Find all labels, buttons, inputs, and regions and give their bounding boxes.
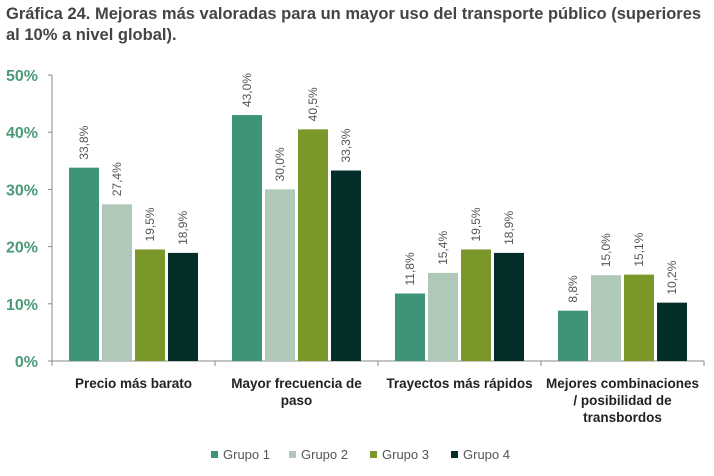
data-label: 43,0% (240, 73, 254, 107)
legend-label: Grupo 4 (463, 447, 510, 462)
legend-label: Grupo 3 (382, 447, 429, 462)
data-label: 30,0% (273, 147, 287, 181)
x-category-label: / posibilidad de (573, 393, 672, 408)
y-tick-label: 0% (15, 354, 38, 371)
x-category-label: Mayor frecuencia de (231, 376, 362, 391)
bar (265, 189, 295, 361)
x-category-label: Mejores combinaciones (546, 376, 699, 391)
data-label: 11,8% (403, 252, 417, 285)
legend-swatch (451, 451, 458, 458)
bar (428, 272, 458, 361)
legend-label: Grupo 2 (301, 447, 348, 462)
bar (298, 129, 328, 361)
data-label: 15,0% (599, 233, 613, 267)
x-category-label: Precio más barato (75, 376, 192, 391)
data-label: 8,8% (566, 275, 580, 303)
data-label: 18,9% (502, 211, 516, 245)
bar (624, 274, 654, 361)
bar (558, 310, 588, 361)
legend-item: Grupo 4 (451, 447, 510, 462)
y-tick-label: 10% (6, 297, 38, 314)
legend-swatch (289, 451, 296, 458)
y-tick-label: 50% (6, 68, 38, 85)
x-category-label: paso (281, 393, 313, 408)
bar (461, 249, 491, 361)
legend-swatch (211, 451, 218, 458)
x-category-label: Trayectos más rápidos (386, 376, 532, 391)
bar (331, 170, 361, 361)
legend-item: Grupo 1 (211, 447, 270, 462)
bar (168, 252, 198, 361)
bar (657, 302, 687, 361)
chart-title: Gráfica 24. Mejoras más valoradas para u… (6, 5, 702, 44)
y-tick-label: 20% (6, 240, 38, 257)
bar (102, 204, 132, 361)
legend-item: Grupo 2 (289, 447, 348, 462)
data-label: 19,5% (469, 207, 483, 241)
bar (395, 293, 425, 361)
data-label: 40,5% (306, 87, 320, 121)
legend-item: Grupo 3 (370, 447, 429, 462)
data-label: 33,3% (339, 128, 353, 162)
data-label: 27,4% (110, 162, 124, 196)
y-tick-label: 40% (6, 125, 38, 142)
bar (232, 115, 262, 361)
data-label: 15,4% (436, 231, 450, 265)
legend-label: Grupo 1 (223, 447, 270, 462)
data-label: 33,8% (77, 125, 91, 159)
bar (135, 249, 165, 361)
legend-swatch (370, 451, 377, 458)
bar (591, 275, 621, 361)
data-label: 15,1% (632, 232, 646, 266)
bar (69, 167, 99, 361)
bar (494, 252, 524, 361)
data-label: 18,9% (176, 211, 190, 245)
x-category-label: transbordos (583, 410, 662, 425)
y-tick-label: 30% (6, 182, 38, 199)
data-label: 10,2% (665, 260, 679, 294)
data-label: 19,5% (143, 207, 157, 241)
